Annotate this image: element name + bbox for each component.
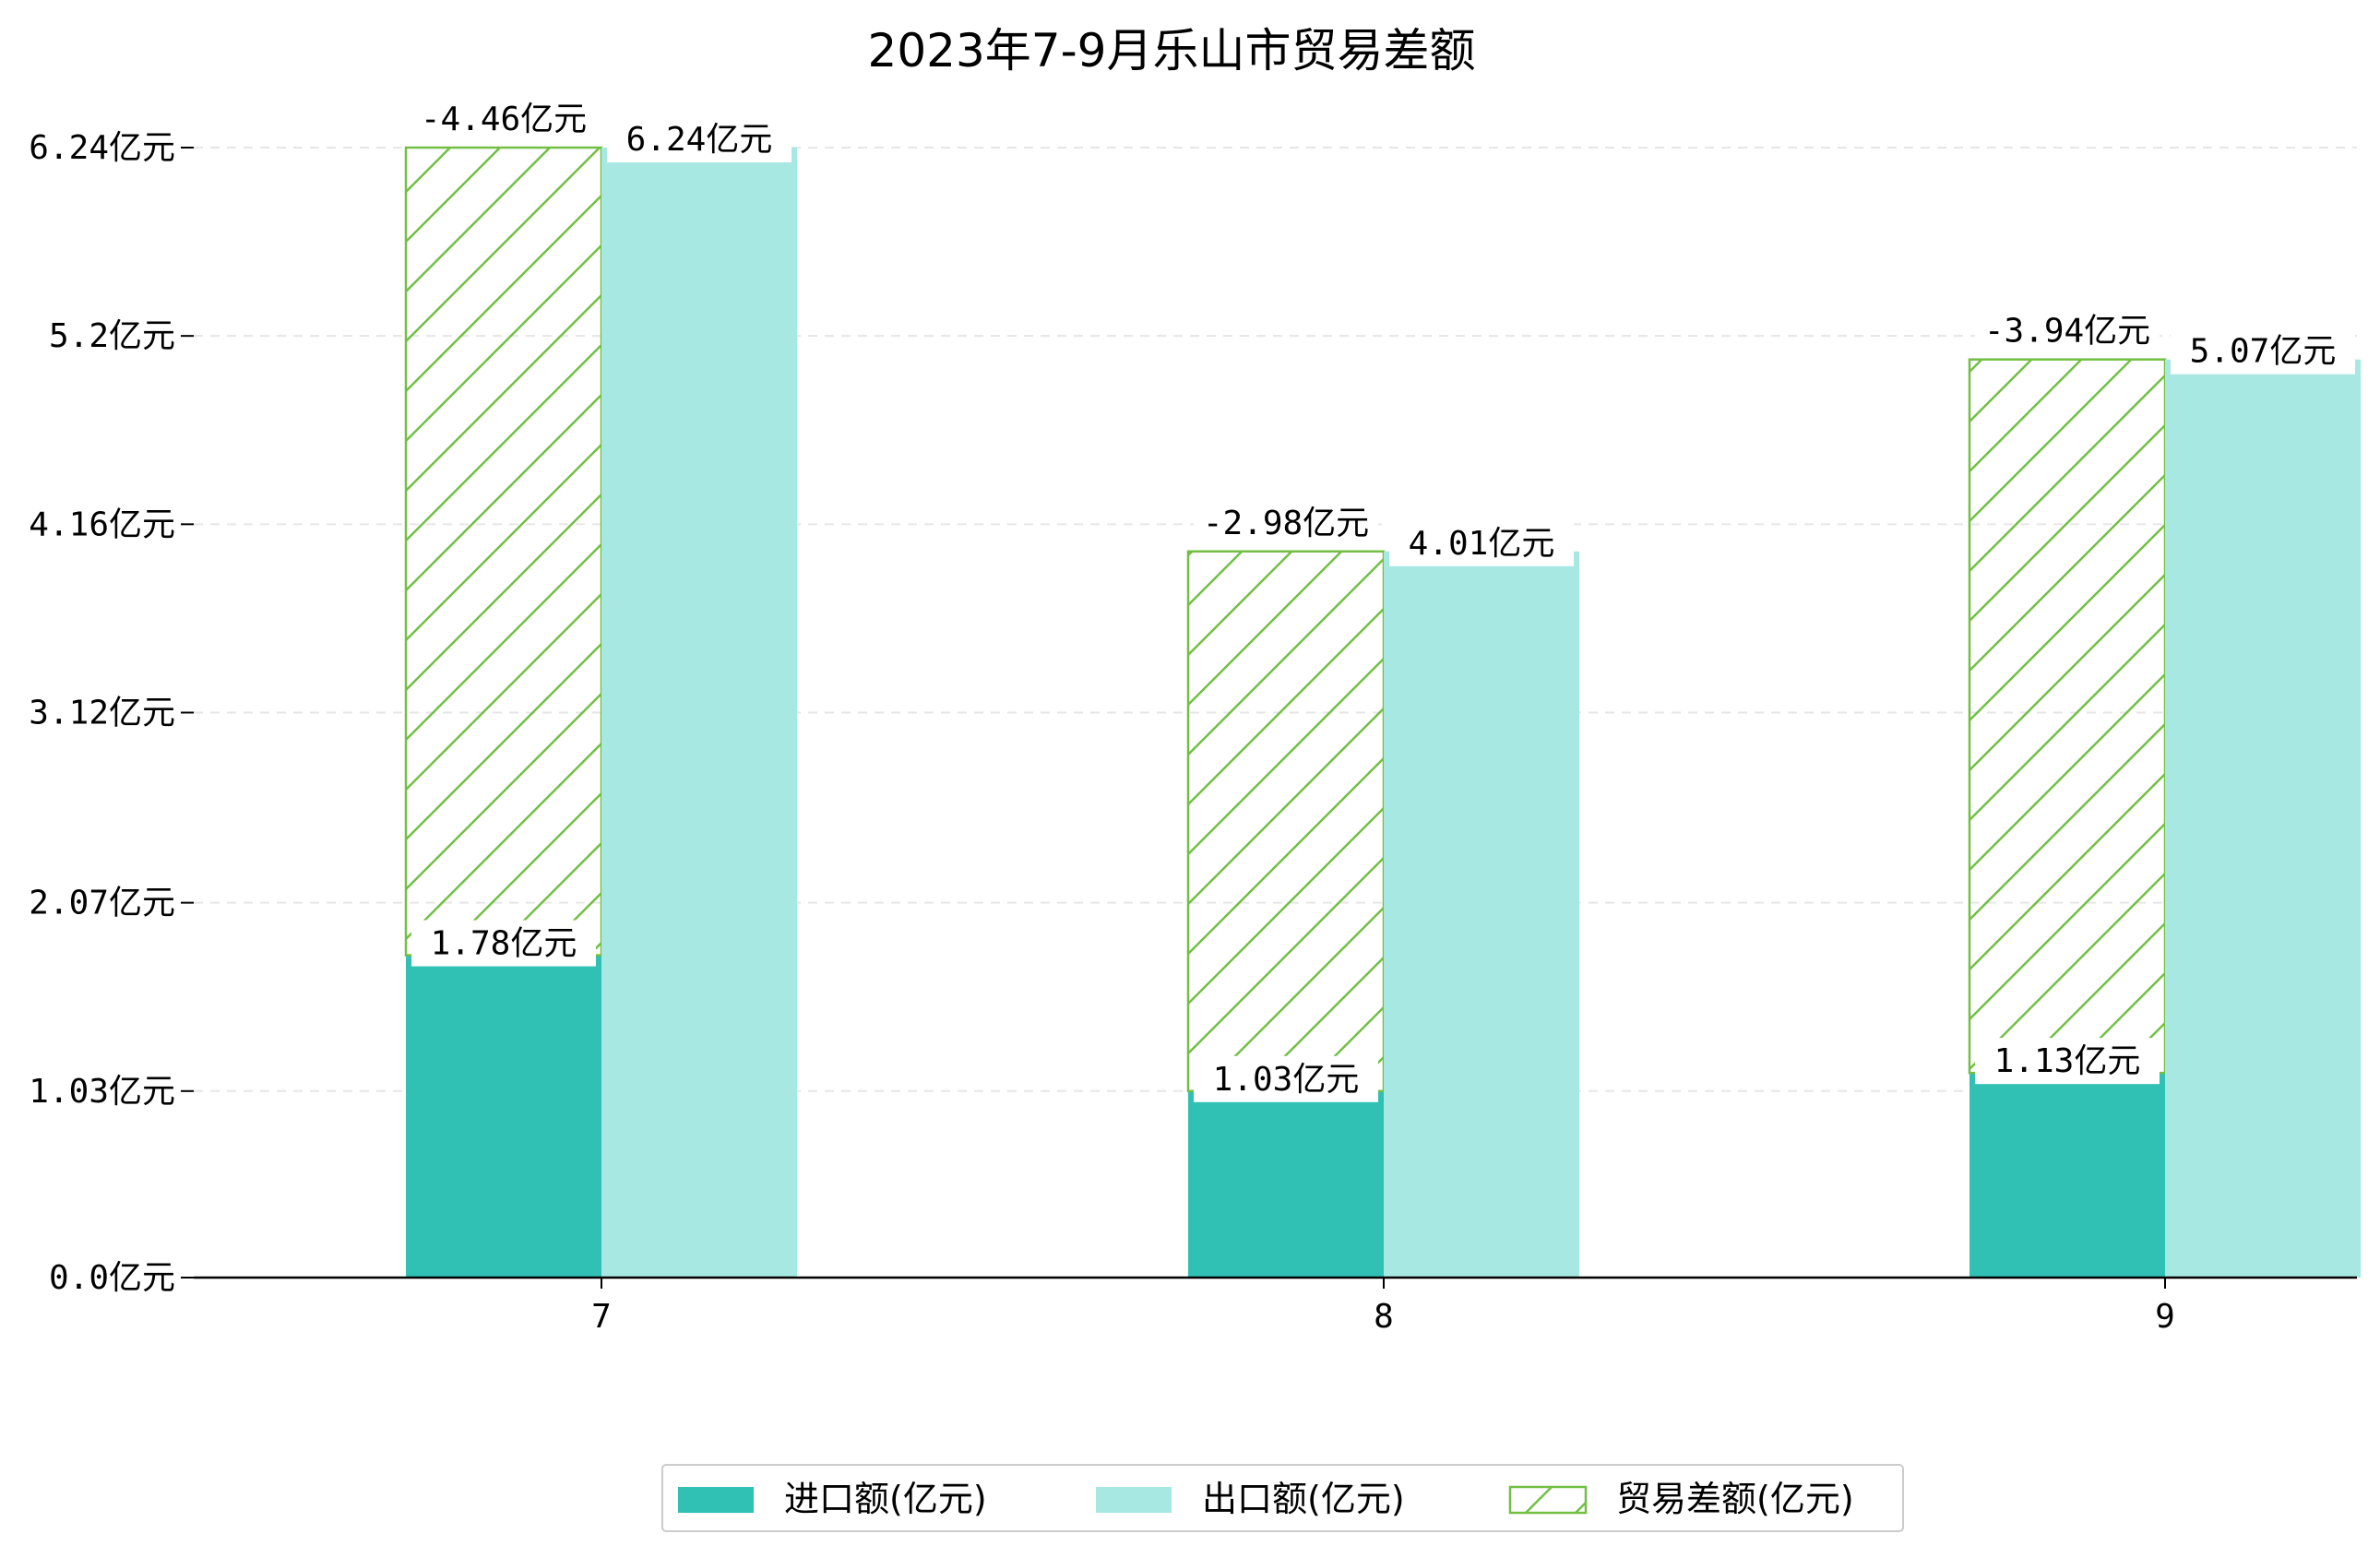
data-label-import-bg bbox=[411, 920, 596, 967]
chart-title: 2023年7-9月乐山市贸易差额 bbox=[868, 24, 1476, 77]
data-label-import: 1.03亿元 bbox=[1213, 1061, 1360, 1099]
data-labels: 1.78亿元 -4.46亿元 6.24亿元 1.03亿元 -2.98亿元 4.01亿元 1.… bbox=[411, 96, 2355, 1102]
data-label-import: 1.78亿元 bbox=[431, 925, 577, 963]
bar-import bbox=[1969, 1073, 2165, 1278]
bar-trade-balance bbox=[404, 146, 603, 957]
data-label-import: 1.13亿元 bbox=[1994, 1042, 2141, 1080]
y-tick-label: 5.2亿元 bbox=[49, 317, 175, 355]
data-label-trade-balance: -4.46亿元 bbox=[421, 101, 587, 138]
bar-trade-balance bbox=[1968, 358, 2167, 1075]
legend-label: 进口额(亿元) bbox=[784, 1479, 987, 1519]
data-label-import-bg bbox=[1194, 1055, 1378, 1102]
data-label-trade-balance-bg bbox=[1194, 499, 1378, 546]
bar-import bbox=[1188, 1090, 1384, 1278]
legend: 进口额(亿元) 出口额(亿元) 贸易差额(亿元) bbox=[661, 1464, 1904, 1532]
axes: 0.0亿元 1.03亿元 2.07亿元 3.12亿元 4.16亿元 5.2亿元 6.24亿元… bbox=[29, 129, 2357, 1336]
y-tick-label: 3.12亿元 bbox=[29, 695, 175, 732]
x-tick-label: 7 bbox=[591, 1298, 612, 1336]
legend-swatch bbox=[678, 1487, 754, 1513]
y-tick-label: 0.0亿元 bbox=[49, 1259, 175, 1297]
y-tick-label: 6.24亿元 bbox=[29, 129, 175, 167]
bar-trade-balance bbox=[1186, 550, 1386, 1093]
legend-label: 出口额(亿元) bbox=[1202, 1479, 1405, 1519]
y-tick-label: 4.16亿元 bbox=[29, 505, 175, 543]
data-label-export-bg bbox=[1389, 519, 1574, 566]
bar-export bbox=[2165, 359, 2361, 1278]
y-tick-label: 1.03亿元 bbox=[29, 1073, 175, 1111]
data-label-trade-balance: -2.98亿元 bbox=[1203, 505, 1369, 542]
data-label-export-bg bbox=[2171, 327, 2355, 375]
bar-export bbox=[1384, 551, 1579, 1278]
y-tick-label: 2.07亿元 bbox=[29, 885, 175, 922]
data-label-trade-balance-bg bbox=[411, 96, 596, 142]
data-label-trade-balance: -3.94亿元 bbox=[1984, 313, 2150, 351]
bar-export bbox=[601, 148, 797, 1278]
x-tick-label: 9 bbox=[2155, 1298, 2175, 1336]
data-label-import-bg bbox=[1975, 1038, 2160, 1085]
legend-box bbox=[661, 1464, 1904, 1532]
data-label-export: 5.07亿元 bbox=[2190, 333, 2337, 371]
data-label-trade-balance-bg bbox=[1975, 307, 2160, 354]
legend-swatch bbox=[1508, 1485, 1588, 1515]
data-label-export: 4.01亿元 bbox=[1409, 525, 1555, 563]
x-tick-label: 8 bbox=[1374, 1298, 1394, 1336]
bar-import bbox=[406, 955, 601, 1278]
legend-label: 贸易差额(亿元) bbox=[1616, 1479, 1854, 1519]
data-label-export: 6.24亿元 bbox=[626, 121, 773, 159]
bars bbox=[404, 146, 2361, 1278]
data-label-export-bg bbox=[607, 116, 791, 162]
legend-swatch bbox=[1096, 1487, 1172, 1513]
